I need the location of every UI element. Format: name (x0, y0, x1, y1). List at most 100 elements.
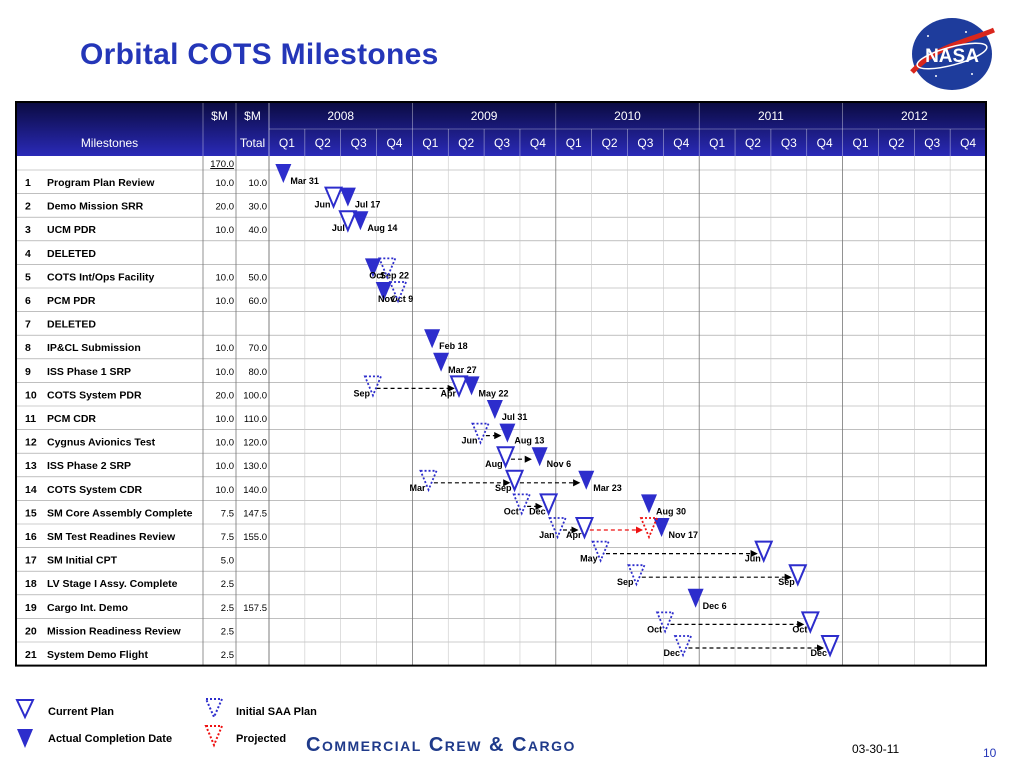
marker-date-label: Nov (378, 294, 395, 304)
row-cumulative-total: 50.0 (249, 272, 268, 283)
actual-completion-marker (433, 352, 450, 372)
initial-saa-plan-marker (548, 517, 567, 540)
header-m-total: $M (244, 109, 261, 123)
row-cumulative-total: 120.0 (243, 438, 267, 449)
header-m: $M (211, 109, 228, 123)
marker-date-label: Apr (566, 530, 582, 540)
row-cost: 10.0 (216, 461, 235, 472)
actual-completion-marker (352, 211, 369, 231)
row-cost: 2.5 (221, 650, 234, 661)
row-cumulative-total: 147.5 (243, 508, 267, 519)
row-milestone-name: SM Core Assembly Complete (47, 507, 193, 519)
marker-date-label: Aug 30 (656, 506, 686, 516)
page-title: Orbital COTS Milestones (80, 38, 439, 71)
row-number: 21 (25, 649, 37, 661)
row-cost: 5.0 (221, 556, 234, 567)
initial-saa-plan-marker (627, 564, 646, 587)
row-milestone-name: Cygnus Avionics Test (47, 437, 156, 449)
milestone-chart: $M $M Milestones Total 2008 Q1 Q2 Q3 Q4 2009 Q1 Q2 Q… (15, 101, 987, 667)
actual-completion-marker (375, 282, 392, 301)
row-milestone-name: Demo Mission SRR (47, 201, 144, 213)
marker-date-label: Aug 13 (514, 436, 544, 446)
marker-date-label: Jun (745, 554, 761, 564)
marker-date-label: Jul 17 (355, 200, 381, 210)
row-number: 10 (25, 389, 37, 401)
row-cumulative-total: 30.0 (249, 202, 268, 213)
row-number: 13 (25, 460, 37, 472)
marker-date-label: Sep (495, 483, 512, 493)
current-plan-marker (338, 210, 358, 233)
legend-actual-label: Actual Completion Date (48, 733, 173, 745)
current-plan-marker (574, 517, 594, 540)
actual-completion-marker (364, 258, 381, 278)
actual-completion-marker (275, 164, 292, 183)
header-year-2009: 2009 (471, 109, 498, 123)
marker-date-label: Sep (778, 577, 795, 587)
row-number: 12 (25, 437, 37, 449)
header-quarter: Q2 (458, 136, 474, 150)
actual-completion-marker (578, 470, 595, 490)
marker-date-label: Mar 27 (448, 365, 477, 375)
header-quarter: Q1 (566, 136, 582, 150)
row-number: 18 (25, 578, 37, 590)
initial-saa-plan-marker (591, 540, 610, 563)
row-milestone-name: SM Initial CPT (47, 555, 118, 567)
row-milestone-name: DELETED (47, 248, 96, 260)
row-cost: 10.0 (216, 438, 235, 449)
row-number: 15 (25, 507, 37, 519)
header-quarter: Q3 (781, 136, 797, 150)
legend-projected-label: Projected (236, 733, 287, 745)
current-plan-marker (539, 493, 559, 516)
legend-current-label: Current Plan (48, 706, 115, 718)
marker-date-label: Nov 6 (547, 459, 572, 469)
actual-completion-marker (653, 518, 670, 537)
projected-icon (204, 725, 224, 748)
row-milestone-name: Mission Readiness Review (47, 625, 181, 637)
marker-date-label: Aug 14 (367, 223, 397, 233)
header-quarter: Q2 (888, 136, 904, 150)
marker-date-label: Mar 31 (290, 176, 319, 186)
marker-date-label: May 22 (479, 388, 509, 398)
row-number: 8 (25, 342, 31, 354)
row-milestone-name: COTS Int/Ops Facility (47, 271, 155, 283)
row-cumulative-total: 60.0 (249, 296, 268, 307)
page-number: 10 (983, 746, 997, 760)
actual-completion-marker (339, 187, 356, 207)
row-milestone-name: COTS System PDR (47, 389, 142, 401)
initial-saa-plan-icon (204, 698, 224, 720)
marker-date-label: Dec (529, 506, 546, 516)
marker-date-label: Oct 9 (391, 294, 414, 304)
marker-date-label: Nov 17 (669, 530, 699, 540)
grand-total-value: 170.0 (210, 159, 234, 170)
current-plan-marker (324, 186, 344, 210)
nasa-logo-text: NASA (925, 46, 979, 67)
row-cost: 2.5 (221, 603, 234, 614)
header-quarter: Q2 (602, 136, 618, 150)
actual-completion-marker (499, 423, 516, 443)
row-cumulative-total: 157.5 (243, 603, 267, 614)
current-plan-marker (449, 375, 469, 398)
row-number: 20 (25, 625, 37, 637)
current-plan-marker (820, 635, 840, 658)
row-milestone-name: COTS System CDR (47, 484, 143, 496)
row-cumulative-total: 70.0 (249, 343, 268, 354)
row-cumulative-total: 40.0 (249, 225, 268, 236)
row-cumulative-total: 140.0 (243, 485, 267, 496)
row-number: 3 (25, 224, 31, 236)
row-cost: 10.0 (216, 178, 235, 189)
table-border (15, 101, 987, 667)
row-number: 7 (25, 319, 31, 331)
row-cumulative-total: 80.0 (249, 367, 268, 378)
row-milestone-name: IP&CL Submission (47, 342, 141, 354)
row-milestone-name: PCM PDR (47, 295, 96, 307)
marker-date-label: May (580, 554, 598, 564)
marker-date-label: Oct (792, 624, 807, 634)
actual-completion-icon (17, 729, 33, 748)
row-cost: 10.0 (216, 272, 235, 283)
header-quarter: Q4 (386, 136, 402, 150)
actual-completion-marker (531, 447, 548, 467)
row-cumulative-total: 155.0 (243, 532, 267, 543)
header-year-2011: 2011 (758, 109, 784, 123)
nasa-logo: NASA (910, 18, 995, 90)
header-year-2008: 2008 (327, 109, 354, 123)
